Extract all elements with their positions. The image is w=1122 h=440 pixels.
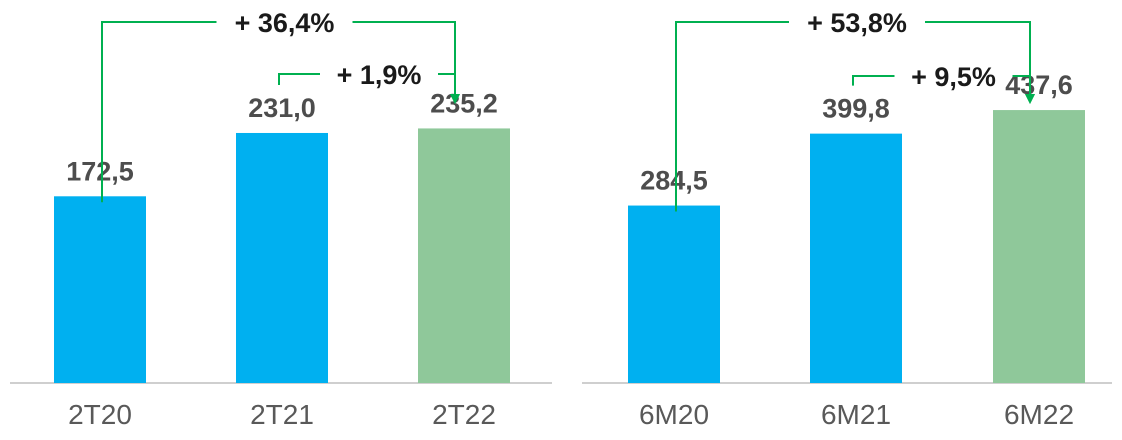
category-label-6M22: 6M22 [1004, 399, 1074, 430]
bar-6M20 [628, 205, 720, 383]
growth-bracket-arrow-1 [438, 73, 460, 104]
value-label-6M20: 284,5 [640, 166, 708, 196]
category-label-6M21: 6M21 [821, 399, 891, 430]
growth-label-0: + 53,8% [807, 8, 907, 38]
growth-label-0: + 36,4% [235, 8, 335, 38]
value-label-2T22: 235,2 [430, 88, 498, 118]
growth-label-1: + 9,5% [911, 62, 996, 92]
growth-bracket-left-1 [852, 75, 895, 86]
value-label-2T20: 172,5 [66, 156, 134, 186]
category-label-6M20: 6M20 [639, 399, 709, 430]
category-label-2T21: 2T21 [250, 399, 314, 430]
growth-bracket-left-0 [675, 21, 789, 212]
growth-label-1: + 1,9% [337, 60, 422, 90]
value-label-6M21: 399,8 [822, 94, 890, 124]
growth-bracket-arrow-0 [925, 21, 1035, 104]
category-label-2T22: 2T22 [432, 399, 496, 430]
bar-6M21 [810, 133, 902, 383]
category-label-2T20: 2T20 [68, 399, 132, 430]
growth-bracket-arrow-1 [1012, 75, 1035, 104]
bar-2T21 [236, 132, 328, 383]
bar-6M22 [993, 110, 1085, 383]
bar-2T20 [54, 196, 146, 383]
growth-bracket-left-1 [278, 73, 320, 85]
growth-bracket-left-0 [101, 21, 217, 203]
value-label-6M22: 437,6 [1005, 70, 1073, 100]
bar-2T22 [418, 128, 510, 383]
value-label-2T21: 231,0 [248, 93, 316, 123]
